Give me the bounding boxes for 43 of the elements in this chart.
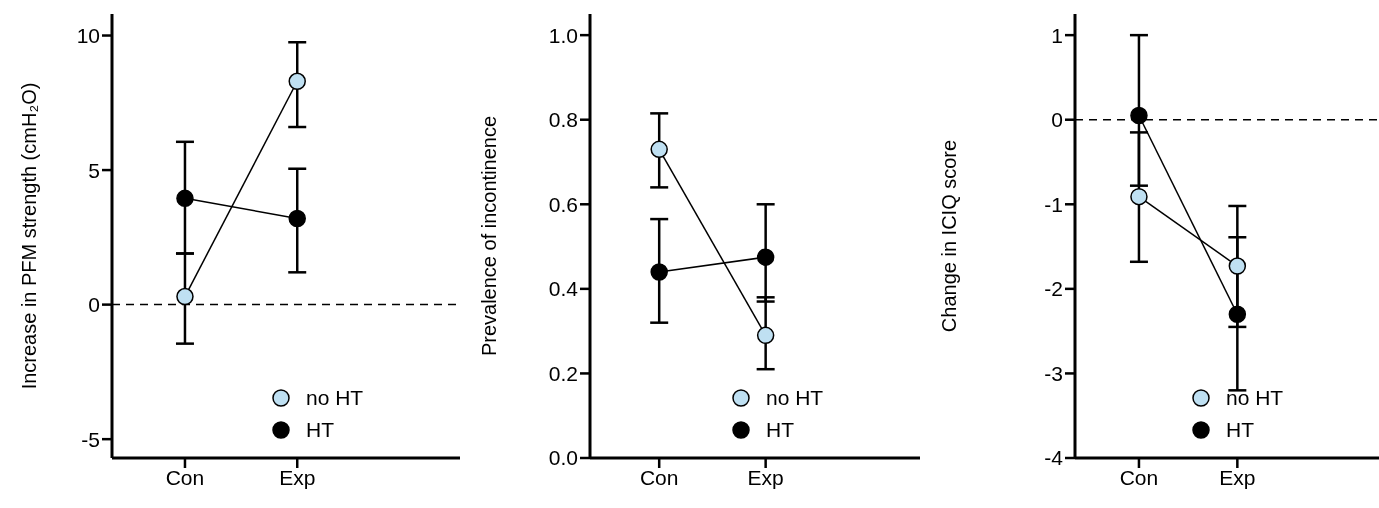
point	[176, 189, 194, 208]
y-tick-label: -1	[1044, 192, 1063, 216]
legend-label: no HT	[306, 386, 364, 410]
y-tick-label: -4	[1044, 446, 1064, 470]
y-tick-label: 10	[76, 23, 100, 47]
y-tick-label: 0.8	[548, 108, 578, 132]
point	[1228, 305, 1247, 323]
point	[1130, 187, 1148, 206]
point	[756, 326, 775, 345]
point	[756, 248, 775, 266]
y-tick-label: 1.0	[548, 23, 578, 47]
x-tick-label: Con	[639, 465, 679, 489]
y-tick-label: 5	[88, 158, 100, 182]
y-tick-label: 1	[1051, 23, 1063, 47]
legend-label: HT	[1226, 418, 1254, 442]
y-tick-label: -3	[1044, 361, 1063, 385]
point	[288, 209, 306, 228]
y-tick-label: -2	[1044, 277, 1063, 301]
x-tick-label: Exp	[747, 465, 784, 489]
point	[1228, 257, 1247, 275]
y-axis-title: Change in ICIQ score	[938, 139, 960, 333]
y-tick-label: -5	[81, 427, 100, 451]
point	[650, 140, 668, 159]
y-tick-label: 0.6	[548, 192, 578, 216]
y-tick-label: 0.0	[548, 446, 578, 470]
x-tick-label: Exp	[1219, 465, 1256, 489]
legend-label: no HT	[1226, 386, 1284, 410]
legend-label: no HT	[766, 386, 824, 410]
point	[1130, 106, 1148, 125]
x-tick-label: Con	[165, 465, 205, 489]
y-tick-label: 0	[1051, 108, 1063, 132]
legend-label: HT	[306, 418, 334, 442]
x-tick-label: Con	[1119, 465, 1159, 489]
y-axis-title: Increase in PFM strength (cmH₂O)	[18, 82, 40, 390]
y-axis-title: Prevalence of incontinence	[478, 115, 500, 357]
x-tick-label: Exp	[279, 465, 316, 489]
y-tick-label: 0	[88, 293, 100, 317]
point	[176, 287, 194, 306]
point	[288, 72, 306, 91]
y-tick-label: 0.4	[548, 277, 579, 301]
y-tick-label: 0.2	[548, 361, 578, 385]
legend-label: HT	[766, 418, 794, 442]
point	[650, 263, 668, 281]
